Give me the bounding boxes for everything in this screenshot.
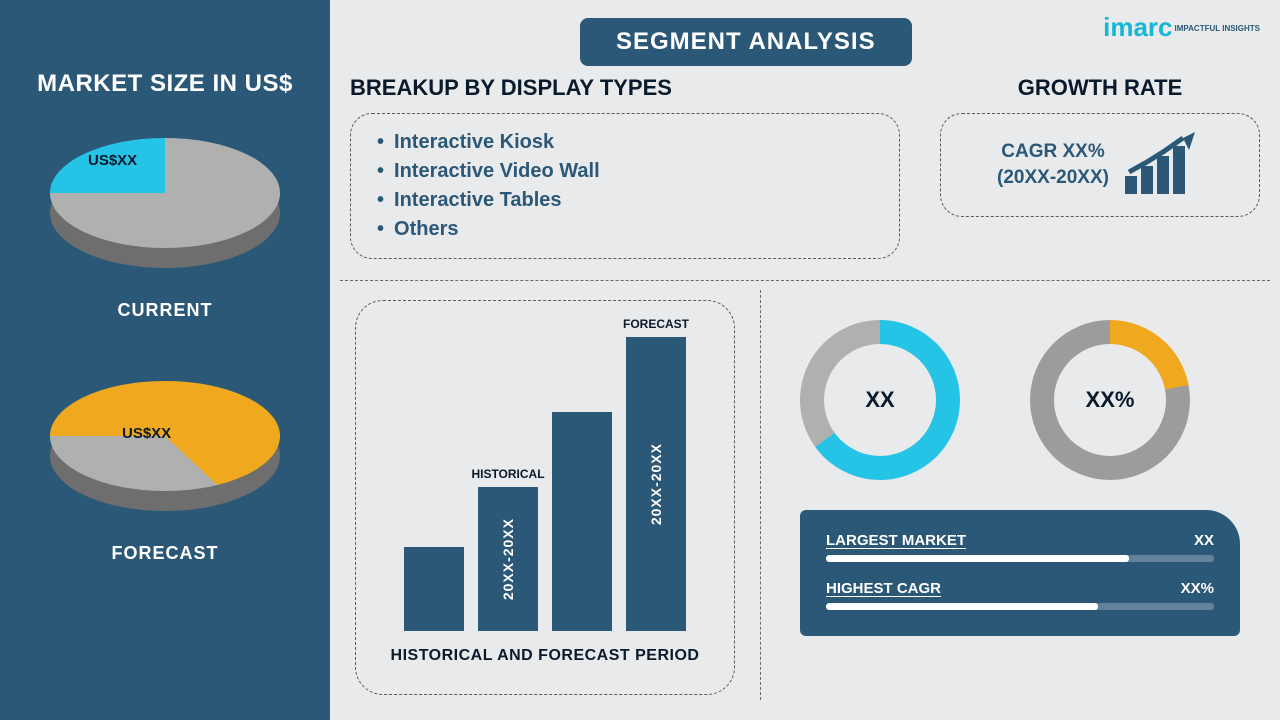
growth-text: CAGR XX% (20XX-20XX) (997, 139, 1109, 190)
pie-current-caption: CURRENT (118, 300, 213, 321)
pie-current: US$XX (50, 138, 280, 268)
brand-tagline: IMPACTFUL INSIGHTS (1175, 25, 1260, 33)
metric-track (826, 603, 1214, 610)
breakup-item: Interactive Video Wall (377, 157, 873, 186)
breakup-heading: BREAKUP BY DISPLAY TYPES (350, 75, 900, 101)
bar: 20XX-20XXHISTORICAL (478, 487, 538, 631)
metric-value: XX (1194, 532, 1214, 549)
bar-top-label: FORECAST (623, 317, 689, 331)
donut-center: XX% (1030, 320, 1190, 480)
metric-fill (826, 603, 1098, 610)
metric-label: HIGHEST CAGR (826, 580, 941, 597)
breakup-item: Interactive Tables (377, 186, 873, 215)
bar (552, 412, 612, 631)
horizontal-divider (340, 280, 1270, 281)
bar-chart-panel: 20XX-20XXHISTORICAL20XX-20XXFORECAST HIS… (355, 300, 735, 695)
pie-forecast-caption: FORECAST (112, 543, 219, 564)
pie-current-top (50, 138, 280, 248)
growth-section: GROWTH RATE CAGR XX% (20XX-20XX) (940, 75, 1260, 217)
growth-line1: CAGR XX% (997, 139, 1109, 165)
bar-chart-bars: 20XX-20XXHISTORICAL20XX-20XXFORECAST (356, 321, 734, 631)
bar-chart-caption: HISTORICAL AND FORECAST PERIOD (356, 647, 734, 665)
bar-vertical-label: 20XX-20XX (648, 443, 664, 525)
growth-heading: GROWTH RATE (940, 75, 1260, 101)
metric-row: LARGEST MARKET XX (826, 532, 1214, 562)
brand-name: imarc (1103, 12, 1172, 42)
breakup-item: Others (377, 215, 873, 244)
pie-forecast-value: US$XX (122, 425, 171, 442)
bar: 20XX-20XXFORECAST (626, 337, 686, 631)
page-title: SEGMENT ANALYSIS (580, 18, 912, 66)
donut: XX% (1030, 320, 1190, 480)
growth-box: CAGR XX% (20XX-20XX) (940, 113, 1260, 217)
sidebar-title: MARKET SIZE IN US$ (37, 70, 293, 98)
breakup-item: Interactive Kiosk (377, 128, 873, 157)
sidebar: MARKET SIZE IN US$ US$XX CURRENT US$XX F… (0, 0, 330, 720)
metrics-card: LARGEST MARKET XX HIGHEST CAGR XX% (800, 510, 1240, 636)
metric-track (826, 555, 1214, 562)
main-area: SEGMENT ANALYSIS imarcIMPACTFUL INSIGHTS… (330, 0, 1280, 720)
donut-charts: XX XX% (800, 320, 1190, 480)
donut-center: XX (800, 320, 960, 480)
breakup-list: Interactive KioskInteractive Video WallI… (377, 128, 873, 244)
metric-value: XX% (1181, 580, 1214, 597)
growth-chart-icon (1123, 132, 1203, 198)
metric-label: LARGEST MARKET (826, 532, 966, 549)
bar-top-label: HISTORICAL (471, 467, 544, 481)
breakup-box: Interactive KioskInteractive Video WallI… (350, 113, 900, 259)
breakup-section: BREAKUP BY DISPLAY TYPES Interactive Kio… (350, 75, 900, 259)
metric-fill (826, 555, 1129, 562)
bar-vertical-label: 20XX-20XX (500, 518, 516, 600)
pie-forecast: US$XX (50, 381, 280, 511)
vertical-divider (760, 290, 761, 700)
bar (404, 547, 464, 631)
metric-row: HIGHEST CAGR XX% (826, 580, 1214, 610)
pie-current-value: US$XX (88, 152, 137, 169)
growth-line2: (20XX-20XX) (997, 165, 1109, 191)
brand-logo: imarcIMPACTFUL INSIGHTS (1103, 12, 1260, 43)
donut: XX (800, 320, 960, 480)
